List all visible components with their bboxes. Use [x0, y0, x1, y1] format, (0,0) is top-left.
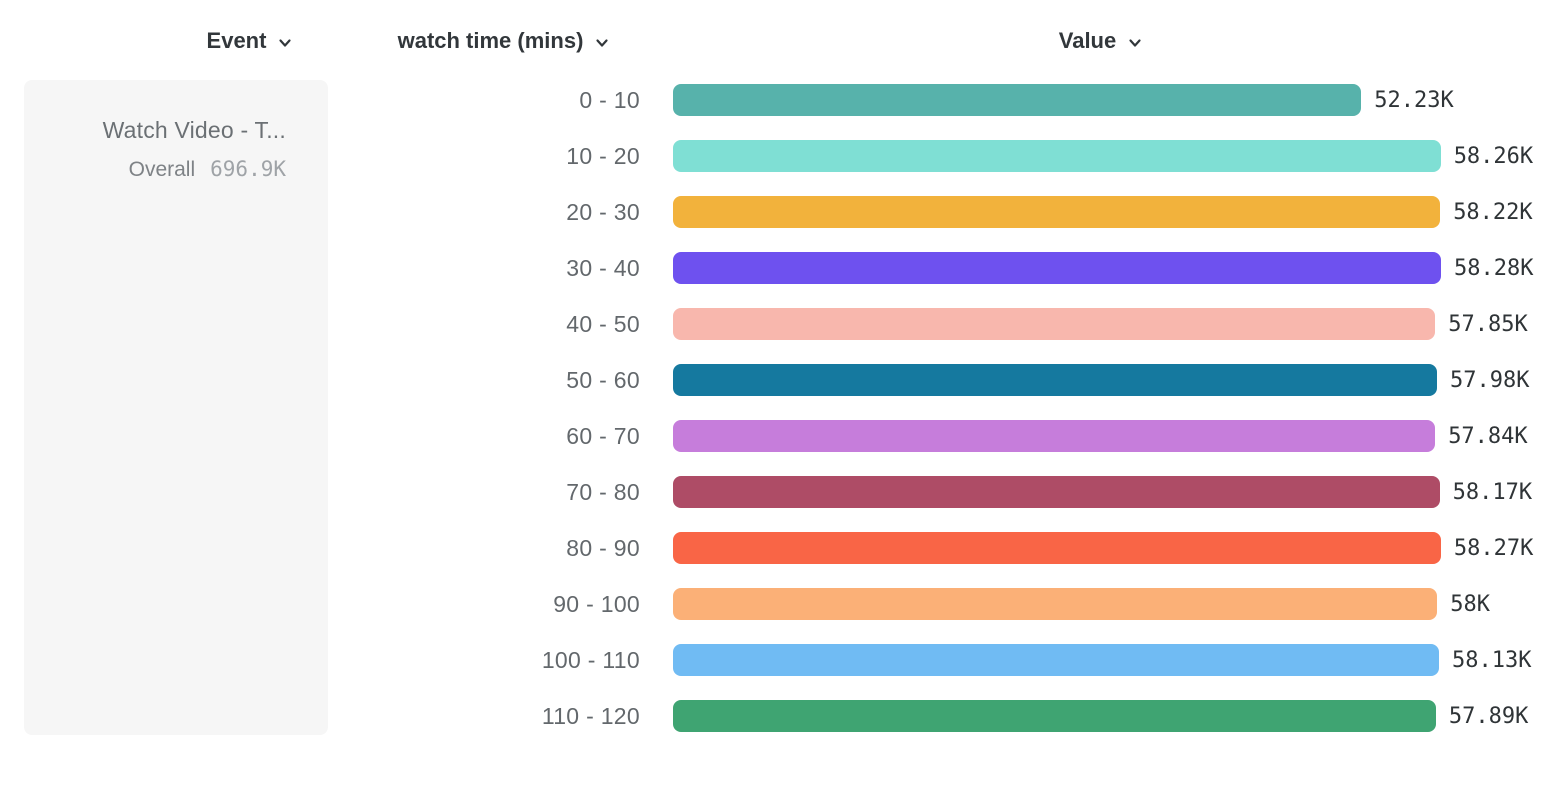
value-bar[interactable]: [673, 644, 1439, 676]
value-bar[interactable]: [673, 700, 1436, 732]
category-label: 10 - 20: [566, 142, 640, 169]
value-bar[interactable]: [673, 420, 1436, 452]
value-label: 57.85K: [1448, 311, 1528, 337]
value-label: 58.22K: [1453, 199, 1533, 225]
value-label: 57.98K: [1450, 367, 1530, 393]
overall-label: Overall: [128, 158, 196, 181]
breakdown-column-dropdown[interactable]: watch time (mins): [353, 26, 655, 56]
chart-row: 50 - 60 57.98K: [0, 364, 1568, 396]
value-column-dropdown[interactable]: Value: [950, 26, 1252, 56]
chart-row: 40 - 50 57.85K: [0, 308, 1568, 340]
value-label: 57.89K: [1448, 703, 1529, 729]
bar-chart: 0 - 10 52.23K 10 - 20 58.26K 20 - 30 58.22K 30…: [0, 84, 1568, 756]
value-label: 58.17K: [1452, 479, 1533, 505]
category-label: 50 - 60: [566, 366, 640, 393]
value-bar[interactable]: [673, 588, 1438, 620]
category-label: 80 - 90: [566, 534, 640, 561]
event-column-dropdown[interactable]: Event: [150, 26, 350, 56]
event-card[interactable]: Watch Video - T... Overall 696.9K: [24, 80, 328, 735]
chart-row: 80 - 90 58.27K: [0, 532, 1568, 564]
chart-row: 70 - 80 58.17K: [0, 476, 1568, 508]
event-card-title: Watch Video - T...: [102, 117, 286, 143]
value-label: 58.13K: [1452, 647, 1532, 673]
chart-row: 30 - 40 58.28K: [0, 252, 1568, 284]
category-label: 100 - 110: [541, 646, 640, 673]
value-bar[interactable]: [673, 252, 1441, 284]
chart-row: 110 - 120 57.89K: [0, 700, 1568, 732]
value-label: 57.84K: [1448, 423, 1528, 449]
category-label: 20 - 30: [566, 198, 640, 225]
overall-value: 696.9K: [210, 157, 286, 181]
value-bar[interactable]: [673, 476, 1440, 508]
event-column-label: Event: [206, 28, 267, 53]
value-label: 58K: [1450, 591, 1491, 617]
event-card-overall-row: Overall 696.9K: [24, 157, 286, 182]
chevron-down-icon: [277, 35, 293, 51]
value-bar[interactable]: [673, 532, 1441, 564]
value-bar[interactable]: [673, 308, 1436, 340]
category-label: 110 - 120: [541, 702, 640, 729]
category-label: 0 - 10: [579, 86, 640, 113]
chart-row: 10 - 20 58.26K: [0, 140, 1568, 172]
chart-row: 0 - 10 52.23K: [0, 84, 1568, 116]
chevron-down-icon: [594, 35, 610, 51]
chart-row: 100 - 110 58.13K: [0, 644, 1568, 676]
category-label: 60 - 70: [566, 422, 640, 449]
chart-row: 20 - 30 58.22K: [0, 196, 1568, 228]
value-bar[interactable]: [673, 196, 1441, 228]
value-bar[interactable]: [673, 364, 1437, 396]
value-label: 58.26K: [1453, 143, 1534, 169]
chart-row: 60 - 70 57.84K: [0, 420, 1568, 452]
value-bar[interactable]: [673, 140, 1441, 172]
category-label: 90 - 100: [553, 590, 640, 617]
value-column-label: Value: [1058, 28, 1117, 53]
category-label: 70 - 80: [566, 478, 640, 505]
category-label: 40 - 50: [566, 310, 640, 337]
value-label: 52.23K: [1374, 87, 1454, 113]
value-label: 58.27K: [1453, 535, 1534, 561]
value-bar[interactable]: [673, 84, 1362, 116]
value-label: 58.28K: [1454, 255, 1534, 281]
breakdown-column-label: watch time (mins): [397, 28, 584, 53]
chart-row: 90 - 100 58K: [0, 588, 1568, 620]
category-label: 30 - 40: [566, 254, 640, 281]
chevron-down-icon: [1127, 35, 1143, 51]
